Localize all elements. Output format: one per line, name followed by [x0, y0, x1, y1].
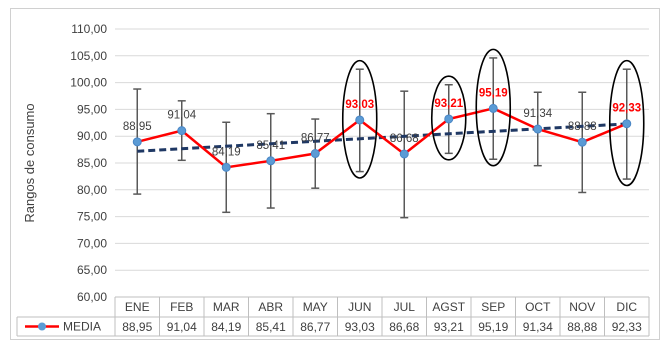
table-value: 91,34: [523, 320, 553, 334]
x-tick-label: ENE: [125, 300, 150, 314]
data-label: 92,33: [612, 103, 641, 115]
data-label: 84,19: [212, 146, 241, 158]
data-table: ENE 88,95 FEB 91,04 MAR 84,19 ABR 85,41 MAY 86,77…: [16, 296, 650, 337]
y-axis-label: Rangos de consumo: [22, 103, 37, 222]
table-value: 84,19: [211, 320, 241, 334]
table-value: 93,03: [345, 320, 375, 334]
x-tick-label: NOV: [569, 300, 595, 314]
x-tick-label: ABR: [258, 300, 283, 314]
y-tick-label: 65,00: [77, 263, 107, 277]
highlight-ellipses: [341, 48, 645, 187]
x-tick-label: OCT: [525, 300, 551, 314]
y-tick-label: 80,00: [77, 183, 107, 197]
data-label: 91,04: [167, 110, 196, 122]
data-label: 88,95: [123, 121, 152, 133]
table-value: 93,21: [434, 320, 464, 334]
table-value: 95,19: [478, 320, 508, 334]
y-tick-label: 95,00: [77, 102, 107, 116]
x-tick-label: SEP: [481, 300, 505, 314]
x-tick-label: JUL: [394, 300, 416, 314]
highlight-ellipse: [475, 48, 512, 167]
data-labels: 88,95 91,04 84,19 85,41 86,77 93,03 86,68 93,21…: [123, 87, 641, 158]
highlight-ellipse: [341, 59, 378, 179]
legend-label: MEDIA: [63, 320, 101, 334]
table-value: 86,68: [389, 320, 419, 334]
y-tick-label: 100,00: [70, 76, 107, 90]
legend-marker: [38, 322, 46, 331]
y-tick-label: 90,00: [77, 129, 107, 143]
x-tick-label: MAY: [303, 300, 328, 314]
chart-frame: 60,00 65,00 70,00 75,00 80,00 85,00 90,00 95,00…: [10, 8, 660, 340]
y-axis-ticks: 60,00 65,00 70,00 75,00 80,00 85,00 90,00 95,00…: [70, 22, 107, 304]
x-tick-label: FEB: [170, 300, 193, 314]
data-point: [533, 124, 543, 134]
data-label: 91,34: [523, 108, 552, 120]
line-chart: 60,00 65,00 70,00 75,00 80,00 85,00 90,00 95,00…: [16, 22, 650, 337]
table-value: 88,88: [567, 320, 597, 334]
data-point: [132, 137, 142, 147]
highlight-ellipse: [430, 75, 467, 161]
table-value: 86,77: [300, 320, 330, 334]
data-point: [355, 115, 365, 125]
series-media: [132, 103, 632, 172]
data-label: 95,19: [479, 87, 508, 99]
x-tick-label: MAR: [213, 300, 240, 314]
data-label: 93,21: [434, 98, 463, 110]
y-tick-label: 85,00: [77, 156, 107, 170]
y-tick-label: 70,00: [77, 236, 107, 250]
data-label: 85,41: [256, 140, 285, 152]
y-tick-label: 75,00: [77, 210, 107, 224]
data-label: 88,88: [568, 121, 597, 133]
data-point: [399, 149, 409, 159]
x-tick-label: AGST: [432, 300, 465, 314]
y-tick-label: 60,00: [77, 290, 107, 304]
y-tick-label: 105,00: [70, 49, 107, 63]
x-tick-label: JUN: [348, 300, 371, 314]
data-point: [221, 162, 231, 172]
series-line: [136, 107, 628, 169]
data-point: [622, 119, 632, 129]
data-point: [577, 137, 587, 147]
data-label: 93,03: [345, 99, 374, 111]
data-point: [266, 156, 276, 166]
highlight-ellipse: [608, 59, 645, 187]
data-label: 86,68: [390, 133, 419, 145]
table-value: 85,41: [256, 320, 286, 334]
data-point: [444, 114, 454, 124]
table-value: 92,33: [612, 320, 642, 334]
x-tick-label: DIC: [616, 300, 637, 314]
table-value: 88,95: [122, 320, 152, 334]
y-tick-label: 110,00: [71, 22, 107, 36]
data-label: 86,77: [301, 133, 330, 145]
gridlines: [115, 28, 649, 298]
data-point: [310, 149, 320, 159]
table-value: 91,04: [167, 320, 197, 334]
data-point: [488, 103, 498, 113]
data-point: [177, 126, 187, 136]
